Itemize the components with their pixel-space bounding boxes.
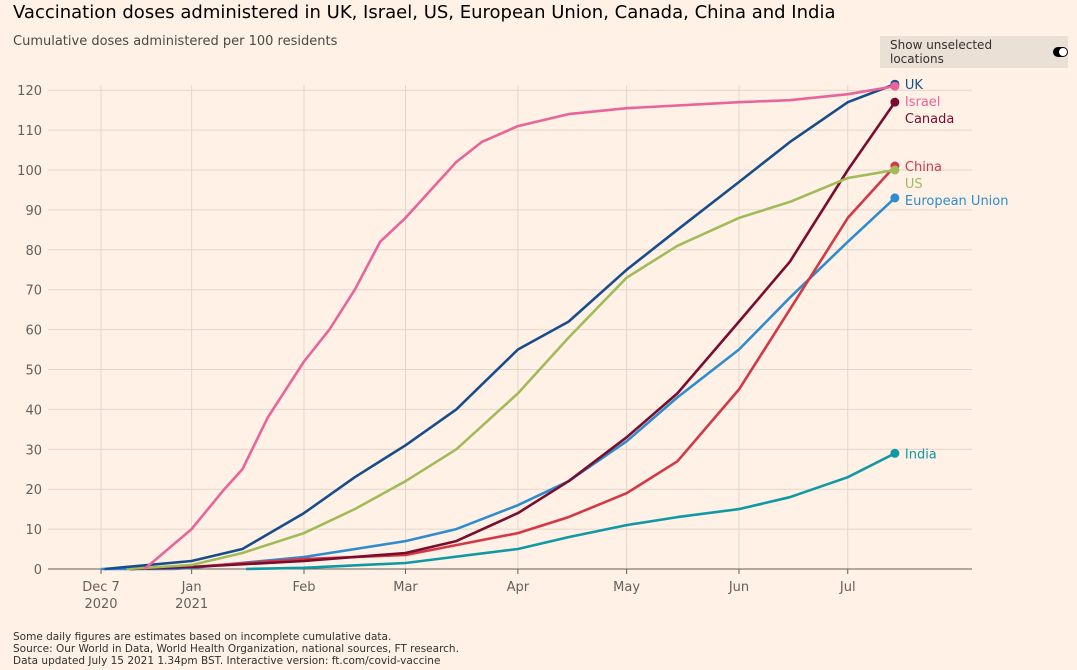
series-line-uk — [104, 82, 896, 571]
series-label-us: US — [905, 177, 923, 192]
series-line-india — [245, 452, 896, 571]
x-tick-label: Jun — [728, 580, 749, 595]
y-tick-label: 110 — [17, 124, 42, 139]
series-line-european-union — [101, 196, 896, 571]
line-chart: 0 10 20 30 40 50 60 70 80 90 100 110 120 Dec 7 2020 Jan… — [17, 78, 1009, 612]
series-end-dot-israel — [890, 81, 900, 91]
y-tick-label: 90 — [25, 204, 42, 219]
chart-subtitle: Cumulative doses administered per 100 re… — [13, 34, 338, 49]
footer-notes: Some daily figures are estimates based o… — [13, 631, 459, 667]
x-tick-label: Dec 7 — [82, 580, 120, 595]
y-tick-label: 100 — [17, 164, 42, 179]
series-label-european-union: European Union — [905, 194, 1009, 209]
series-label-canada: Canada — [905, 112, 954, 127]
series-end-dot-european-union — [890, 193, 900, 203]
toggle-label: Show unselected locations — [890, 38, 993, 66]
toggle-switch-icon[interactable] — [1052, 47, 1068, 57]
y-tick-label: 80 — [25, 244, 42, 259]
x-tick-label: Mar — [393, 580, 418, 595]
series-label-israel: Israel — [905, 95, 941, 110]
footer-updated: Data updated July 15 2021 1.34pm BST. In… — [13, 655, 441, 667]
x-tick-label: Feb — [292, 580, 315, 595]
y-tick-label: 30 — [25, 443, 42, 458]
series-label-china: China — [905, 160, 942, 175]
series-end-dot-india — [890, 448, 900, 458]
x-tick-year-label: 2020 — [84, 597, 117, 612]
x-tick-label: Jul — [839, 580, 856, 595]
y-tick-label: 0 — [34, 563, 42, 578]
series-line-israel — [143, 84, 896, 570]
series-end-dot-canada — [890, 97, 900, 107]
chart-title: Vaccination doses administered in UK, Is… — [13, 2, 836, 23]
series-end-dot-us — [890, 165, 900, 175]
x-tick-label: Jan — [181, 580, 202, 595]
y-tick-label: 120 — [17, 84, 42, 99]
series-line-us — [126, 168, 896, 571]
x-tick-label: May — [613, 580, 640, 595]
series-label-uk: UK — [905, 78, 924, 93]
series-line-china — [129, 165, 896, 571]
footer-note: Some daily figures are estimates based o… — [13, 631, 392, 643]
x-tick-year-label: 2021 — [175, 597, 208, 612]
show-unselected-toggle[interactable]: Show unselected locations — [880, 36, 1068, 68]
y-tick-label: 20 — [25, 483, 42, 498]
y-tick-label: 40 — [25, 403, 42, 418]
x-tick-label: Apr — [507, 580, 530, 595]
y-tick-label: 60 — [25, 324, 42, 339]
y-tick-label: 70 — [25, 284, 42, 299]
series-line-canada — [129, 101, 896, 571]
y-tick-label: 50 — [25, 364, 42, 379]
footer-source: Source: Our World in Data, World Health … — [13, 643, 459, 655]
y-tick-label: 10 — [25, 523, 42, 538]
series-label-india: India — [905, 447, 937, 462]
